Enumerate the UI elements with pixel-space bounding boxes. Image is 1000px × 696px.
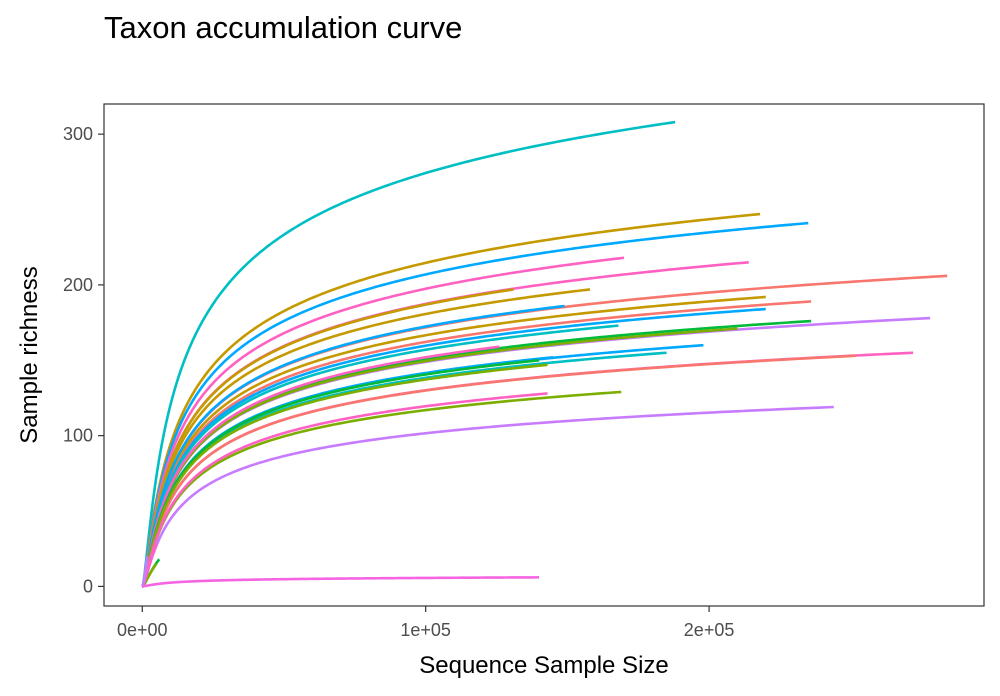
series-curve-8 bbox=[140, 288, 591, 588]
series-curve-32 bbox=[140, 576, 540, 588]
series-curve-26 bbox=[140, 392, 548, 588]
series-curve-24 bbox=[140, 363, 548, 588]
y-axis: 0 100 200 300 bbox=[63, 124, 104, 596]
x-tick-label: 1e+05 bbox=[400, 620, 451, 640]
y-tick-label: 0 bbox=[83, 576, 93, 596]
x-tick-label: 2e+05 bbox=[684, 620, 735, 640]
y-tick-label: 100 bbox=[63, 426, 93, 446]
series-curve-10 bbox=[140, 300, 812, 588]
x-tick-label: 0e+00 bbox=[117, 620, 168, 640]
x-axis: 0e+00 1e+05 2e+05 bbox=[117, 606, 734, 640]
x-axis-title: Sequence Sample Size bbox=[419, 652, 669, 679]
y-axis-title: Sample richness bbox=[16, 266, 43, 443]
chart-title: Taxon accumulation curve bbox=[104, 10, 463, 45]
series-curve-20 bbox=[140, 351, 914, 588]
curves-layer bbox=[140, 120, 948, 588]
series-curve-27 bbox=[140, 405, 834, 588]
series-curve-1 bbox=[140, 120, 676, 588]
y-tick-label: 300 bbox=[63, 124, 93, 144]
series-curve-21 bbox=[140, 354, 857, 588]
plot-panel-border bbox=[103, 103, 985, 607]
y-tick-label: 200 bbox=[63, 275, 93, 295]
series-curve-14 bbox=[140, 319, 812, 588]
